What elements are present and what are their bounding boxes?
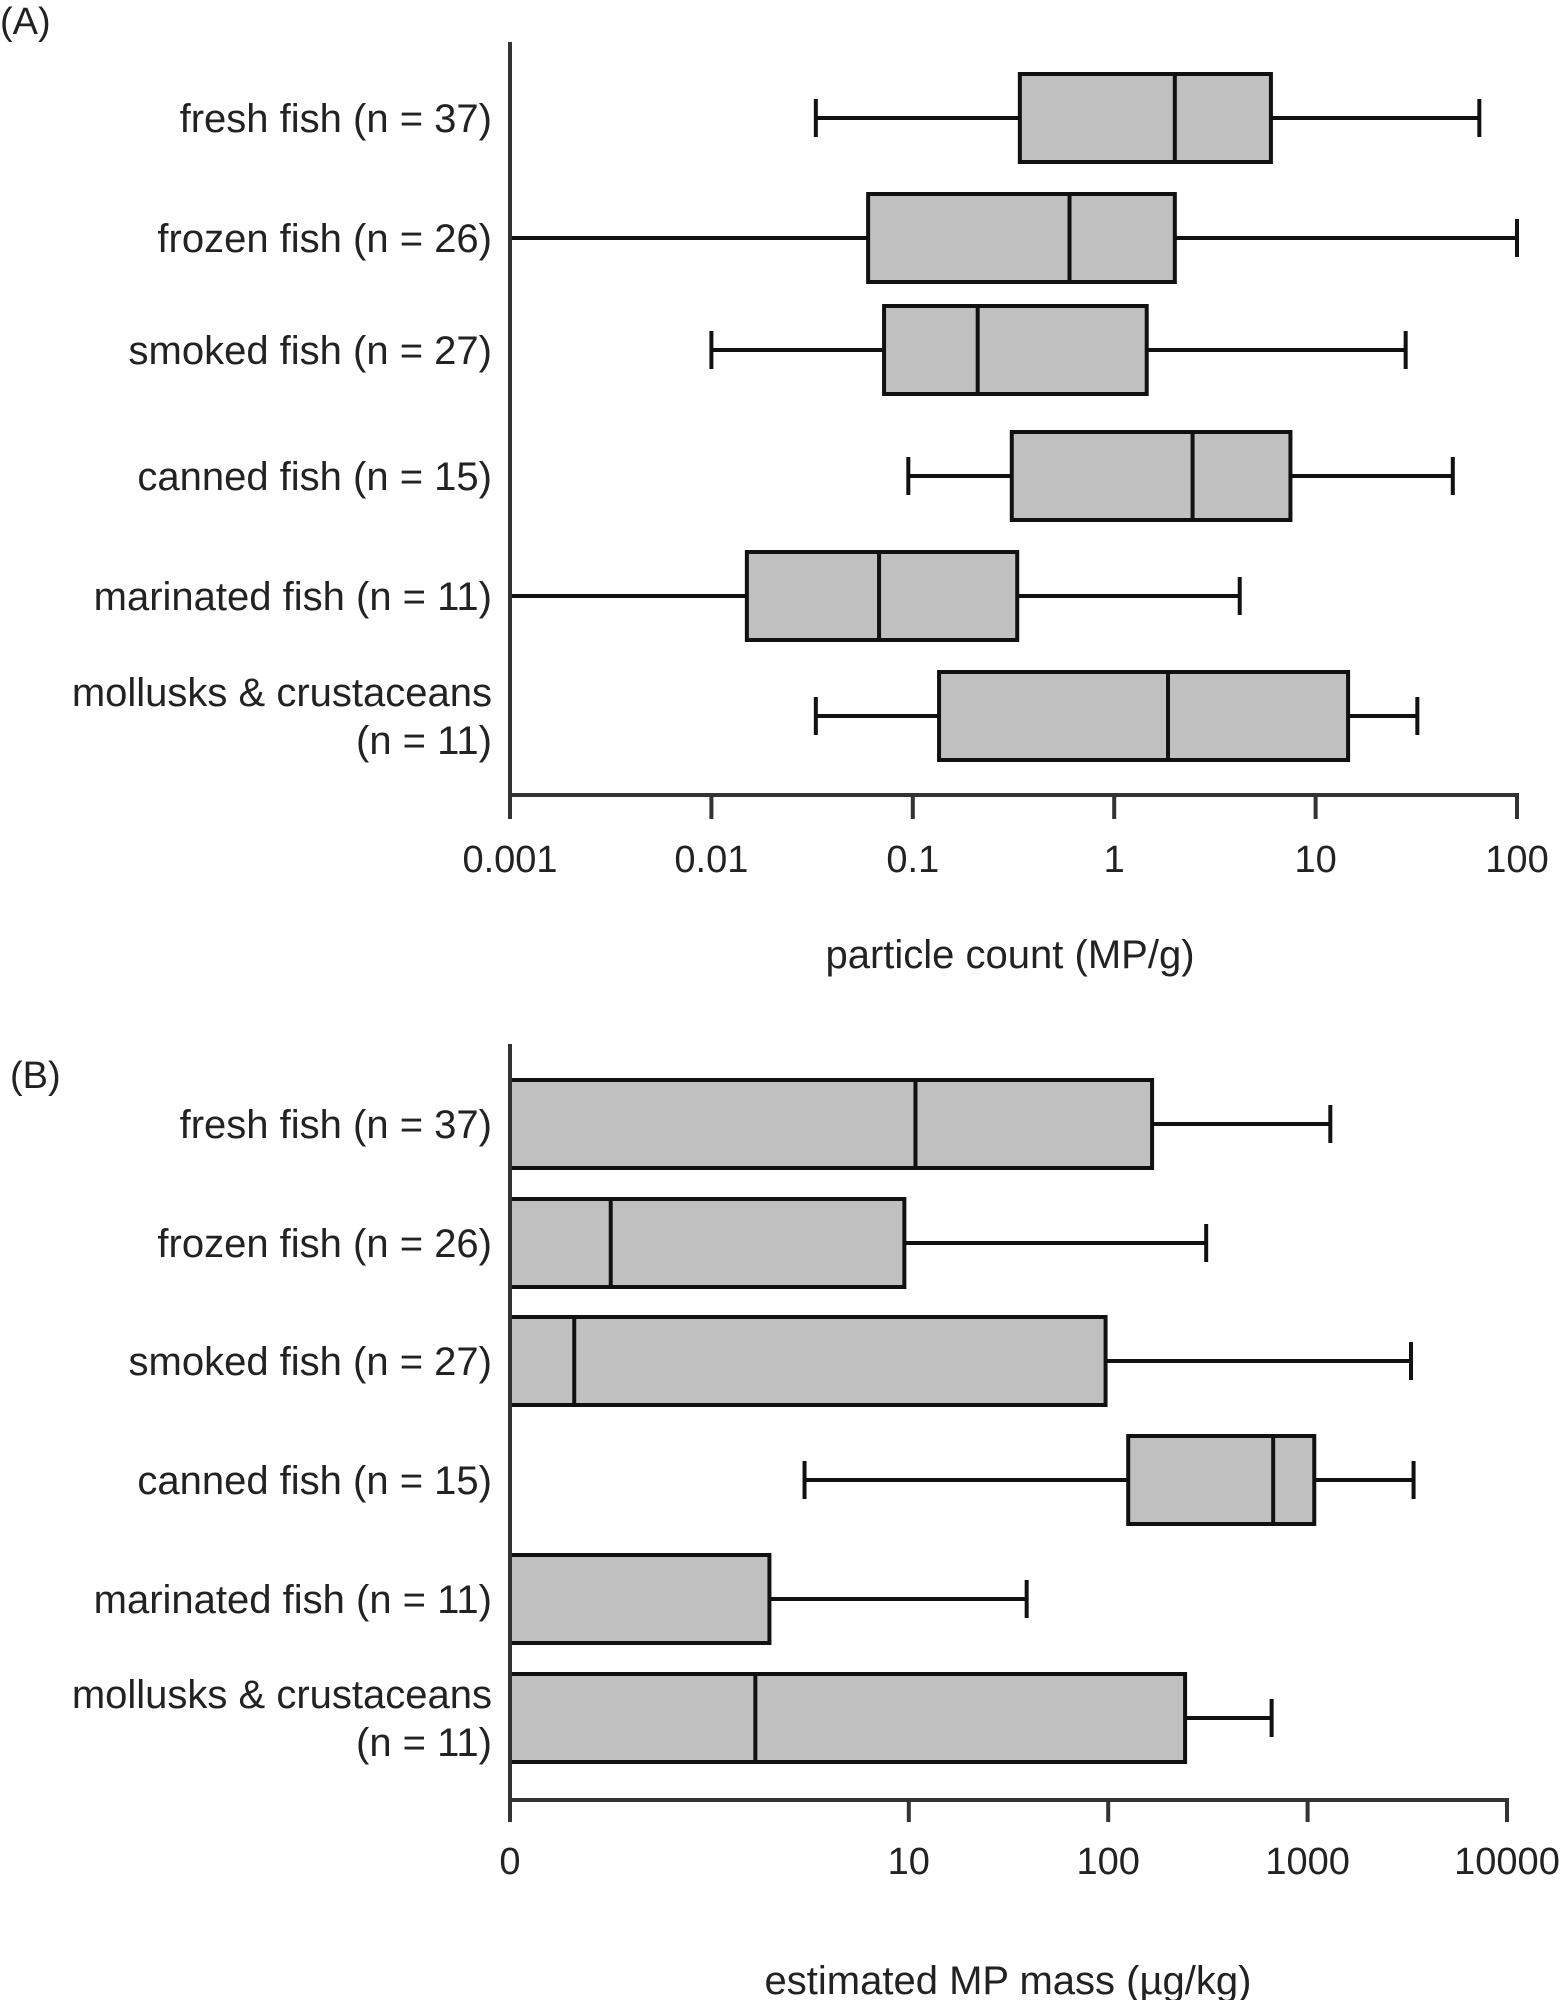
box	[508, 1315, 1108, 1407]
category-label: fresh fish (n = 37)	[180, 1103, 492, 1147]
box	[1017, 72, 1273, 164]
box	[508, 1553, 772, 1645]
x-axis-label-a: particle count (MP/g)	[825, 933, 1194, 977]
x-tick-label: 0	[499, 1841, 520, 1883]
category-label: frozen fish (n = 26)	[157, 217, 492, 261]
category-label: mollusks & crustaceans	[72, 1673, 492, 1717]
category-label: (n = 11)	[356, 719, 492, 763]
category-label: canned fish (n = 15)	[137, 1459, 492, 1503]
category-label: smoked fish (n = 27)	[129, 329, 493, 373]
box	[508, 1078, 1155, 1170]
box	[882, 304, 1149, 396]
plot-a: 0.001 0.01 0.1 1 10 100 fresh fish (n = 37) fro…	[72, 42, 1549, 881]
box	[508, 1197, 907, 1289]
x-tick-label: 10	[1294, 839, 1336, 881]
box	[1009, 430, 1293, 522]
category-label: marinated fish (n = 11)	[94, 1578, 492, 1622]
panel-a: (A) 0.001 0.01 0.1 1 10 100 fresh fish (n = 37…	[0, 1, 1549, 977]
category-label: frozen fish (n = 26)	[157, 1222, 492, 1266]
x-tick-label: 100	[1076, 1841, 1139, 1883]
box	[744, 550, 1020, 642]
panel-b-label: (B)	[10, 1055, 61, 1097]
x-tick-label: 1000	[1265, 1841, 1350, 1883]
category-label: marinated fish (n = 11)	[94, 575, 492, 619]
x-axis-label-b: estimated MP mass (µg/kg)	[765, 1959, 1252, 2000]
plot-b: 0 10 100 1000 10000 fresh fish (n = 37) frozen…	[72, 1044, 1560, 1883]
category-label: (n = 11)	[356, 1721, 492, 1765]
category-label: fresh fish (n = 37)	[180, 97, 492, 141]
box	[508, 1672, 1188, 1764]
x-tick-label: 10	[888, 1841, 930, 1883]
category-label: smoked fish (n = 27)	[129, 1340, 493, 1384]
box	[866, 192, 1177, 284]
x-tick-label: 0.1	[886, 839, 939, 881]
x-tick-label: 1	[1104, 839, 1125, 881]
x-tick-label: 100	[1485, 839, 1548, 881]
box	[937, 670, 1351, 762]
panel-a-label: (A)	[0, 1, 51, 43]
x-tick-label: 0.01	[674, 839, 748, 881]
x-tick-label: 0.001	[462, 839, 557, 881]
box	[1126, 1434, 1317, 1526]
x-tick-label: 10000	[1454, 1841, 1560, 1883]
category-label: mollusks & crustaceans	[72, 671, 492, 715]
panel-b: (B) 0 10 100 1000 10000 fresh fish (n = 37) fr…	[10, 1044, 1560, 2000]
category-label: canned fish (n = 15)	[137, 455, 492, 499]
